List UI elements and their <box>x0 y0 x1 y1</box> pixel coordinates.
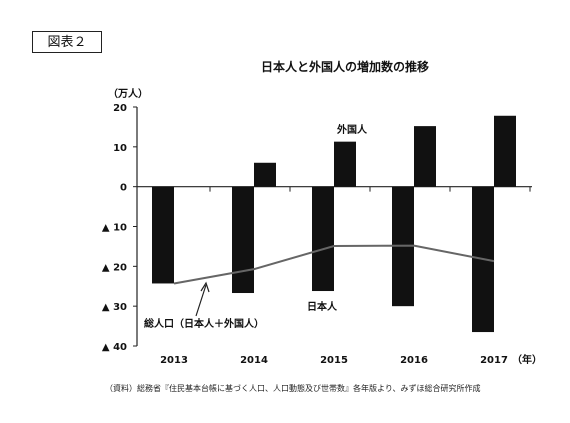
x-tick-label: 2013 <box>160 355 188 366</box>
x-axis-label: （年） <box>512 353 542 366</box>
source-note: （資料）総務省『住民基本台帳に基づく人口、人口動態及び世帯数』各年版より、みずほ… <box>105 384 481 393</box>
y-tick-label: ▲ 20 <box>102 262 127 273</box>
x-tick-label: 2015 <box>320 355 348 366</box>
y-axis-label: （万人） <box>108 87 148 100</box>
bar-japanese <box>232 186 254 294</box>
bar-japanese <box>312 186 334 292</box>
y-tick-label: 20 <box>113 103 127 114</box>
bar-foreign <box>494 115 516 187</box>
arrow-shaft <box>195 284 207 317</box>
total-population-line <box>173 244 495 285</box>
bar-japanese <box>152 186 174 284</box>
x-tick-label: 2014 <box>240 355 268 366</box>
bar-foreign <box>254 162 276 187</box>
x-tick-label: 2016 <box>400 355 428 366</box>
arrow-head <box>200 281 210 293</box>
y-tick-label: 0 <box>120 183 127 194</box>
figure-label: 図表２ <box>32 31 102 53</box>
y-tick-label: ▲ 30 <box>102 302 127 313</box>
label-japanese: 日本人 <box>307 300 338 313</box>
axes: 20 10 0 ▲ 10 ▲ 20 ▲ 30 ▲ 40 （万人） 2013 2014 2015 201… <box>102 87 542 366</box>
bar-foreign <box>334 141 356 187</box>
y-tick-label: ▲ 10 <box>102 223 127 234</box>
chart-title: 日本人と外国人の増加数の推移 <box>260 60 429 74</box>
y-tick-label: 10 <box>113 143 127 154</box>
label-total: 総人口（日本人＋外国人） <box>144 317 264 330</box>
bars <box>152 115 516 333</box>
y-tick-label: ▲ 40 <box>102 342 127 353</box>
x-tick-label: 2017 <box>480 355 508 366</box>
bar-foreign <box>414 126 436 187</box>
label-foreign: 外国人 <box>336 123 368 136</box>
